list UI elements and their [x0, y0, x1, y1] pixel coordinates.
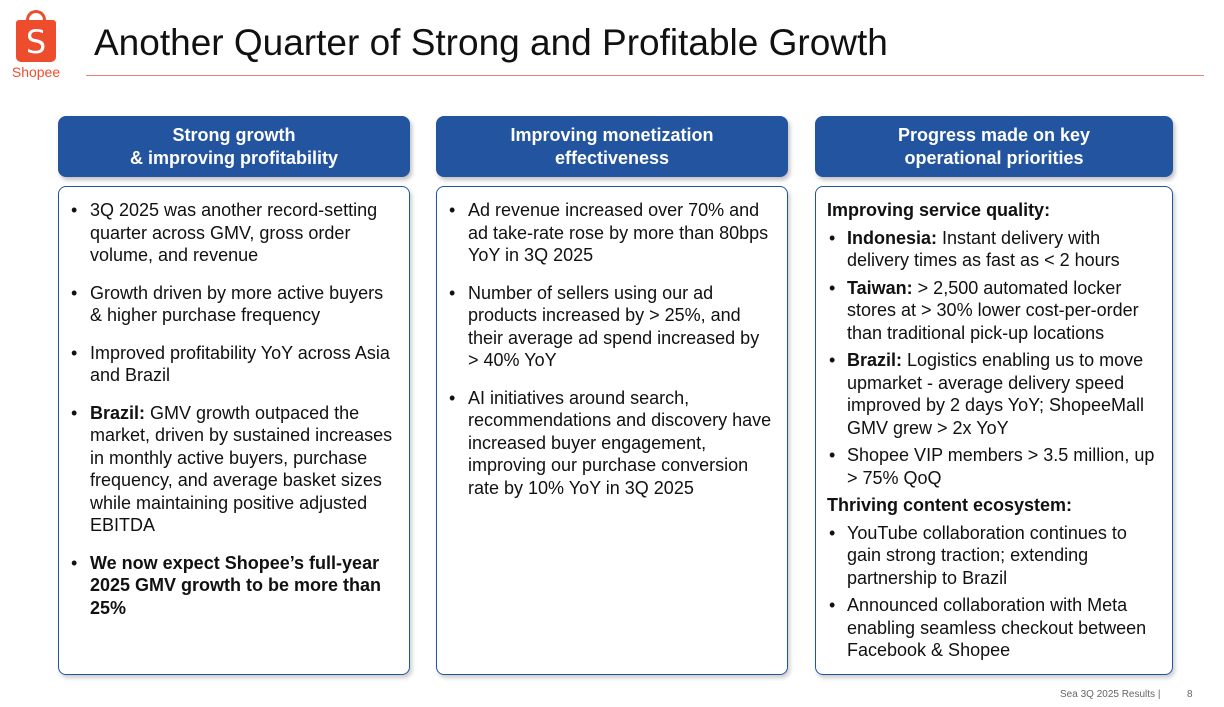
- bullet-item: We now expect Shopee’s full-year 2025 GM…: [69, 552, 395, 620]
- bullet-text: GMV growth outpaced the market, driven b…: [90, 402, 393, 536]
- bullet-text: AI initiatives around search, recommenda…: [468, 387, 772, 498]
- bullet-bold: We now expect Shopee’s full-year 2025 GM…: [90, 552, 382, 618]
- header-line: Strong growth: [172, 124, 296, 145]
- bullet-item: Taiwan: > 2,500 automated locker stores …: [827, 277, 1162, 345]
- bullet-item: Improved profitability YoY across Asia a…: [69, 342, 395, 387]
- column-operations: Progress made on key operational prioriti…: [815, 116, 1173, 675]
- bullet-item: Indonesia: Instant delivery with deliver…: [827, 227, 1162, 272]
- bullet-bold: Brazil:: [90, 402, 146, 423]
- bullet-text: Improved profitability YoY across Asia a…: [90, 342, 390, 386]
- bullet-item: Brazil: Logistics enabling us to move up…: [827, 349, 1162, 439]
- bullet-text: Shopee VIP members > 3.5 million, up > 7…: [847, 445, 1155, 488]
- section-heading: Thriving content ecosystem:: [827, 495, 1073, 515]
- header-line: Progress made on key: [897, 124, 1091, 145]
- column-body: 3Q 2025 was another record-setting quart…: [58, 186, 410, 675]
- column-header: Progress made on key operational prioriti…: [815, 116, 1173, 177]
- bullet-text: Announced collaboration with Meta enabli…: [847, 595, 1147, 660]
- footer-text: Sea 3Q 2025 Results |: [1060, 689, 1161, 700]
- bullet-list: YouTube collaboration continues to gain …: [827, 522, 1162, 662]
- bullet-item: Announced collaboration with Meta enabli…: [827, 594, 1162, 662]
- column-header: Improving monetization effectiveness: [436, 116, 788, 177]
- shopee-logo: S Shopee: [8, 10, 64, 80]
- shopping-bag-icon: S: [16, 10, 56, 62]
- bullet-bold: Indonesia:: [847, 227, 938, 248]
- bullet-text: YouTube collaboration continues to gain …: [847, 522, 1127, 588]
- bullet-item: 3Q 2025 was another record-setting quart…: [69, 199, 395, 267]
- header-line: Improving monetization: [510, 124, 714, 145]
- bullet-item: YouTube collaboration continues to gain …: [827, 522, 1162, 590]
- bullet-item: Growth driven by more active buyers & hi…: [69, 282, 395, 327]
- bullet-item: Shopee VIP members > 3.5 million, up > 7…: [827, 444, 1162, 489]
- bullet-text: > 2,500 automated locker stores at > 30%…: [847, 277, 1139, 343]
- bullet-item: Ad revenue increased over 70% and ad tak…: [447, 199, 773, 267]
- bullet-text: 3Q 2025 was another record-setting quart…: [90, 200, 378, 265]
- header-line: & improving profitability: [129, 147, 338, 168]
- page-number: 8: [1187, 689, 1193, 700]
- header-line: effectiveness: [554, 147, 670, 168]
- bullet-text: Ad revenue increased over 70% and ad tak…: [468, 200, 769, 265]
- column-body: Ad revenue increased over 70% and ad tak…: [436, 186, 788, 675]
- page-title: Another Quarter of Strong and Profitable…: [94, 22, 888, 63]
- bullet-item: Number of sellers using our ad products …: [447, 282, 773, 372]
- logo-letter: S: [25, 23, 47, 61]
- section-heading: Improving service quality:: [827, 200, 1051, 220]
- header-line: operational priorities: [904, 147, 1084, 168]
- bullet-text: Growth driven by more active buyers & hi…: [90, 282, 384, 326]
- bullet-list: Indonesia: Instant delivery with deliver…: [827, 227, 1162, 490]
- bullet-text: Logistics enabling us to move upmarket -…: [847, 350, 1145, 438]
- bullet-item: Brazil: GMV growth outpaced the market, …: [69, 402, 395, 537]
- bullet-item: AI initiatives around search, recommenda…: [447, 387, 773, 500]
- bullet-text: Instant delivery with delivery times as …: [847, 227, 1120, 271]
- brand-name: Shopee: [11, 64, 61, 80]
- bullet-bold: Brazil:: [847, 350, 903, 370]
- column-growth: Strong growth& improving profitability 3…: [58, 116, 410, 675]
- title-divider: [86, 75, 1204, 76]
- bullet-bold: Taiwan:: [847, 277, 913, 298]
- column-body: Improving service quality: Indonesia: Ins…: [815, 186, 1173, 675]
- column-header: Strong growth & improving profitability: [58, 116, 410, 177]
- bullet-text: Number of sellers using our ad products …: [468, 282, 760, 371]
